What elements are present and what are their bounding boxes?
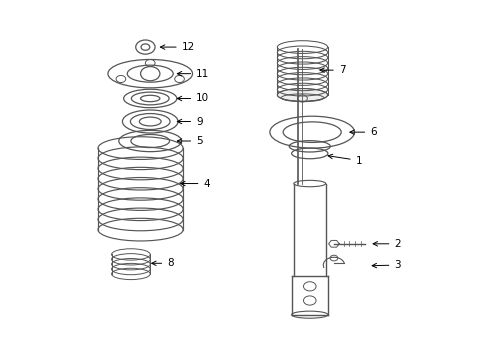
Text: 11: 11 <box>177 69 209 79</box>
Text: 5: 5 <box>177 136 203 146</box>
Text: 1: 1 <box>327 154 362 166</box>
Text: 2: 2 <box>372 239 400 249</box>
Text: 12: 12 <box>160 42 195 52</box>
Text: 7: 7 <box>319 65 345 75</box>
Ellipse shape <box>277 89 327 101</box>
Text: 8: 8 <box>151 258 173 268</box>
Text: 4: 4 <box>180 179 210 189</box>
Text: 3: 3 <box>371 260 400 270</box>
Text: 6: 6 <box>349 127 376 137</box>
Text: 9: 9 <box>177 117 203 126</box>
Text: 10: 10 <box>177 94 209 103</box>
